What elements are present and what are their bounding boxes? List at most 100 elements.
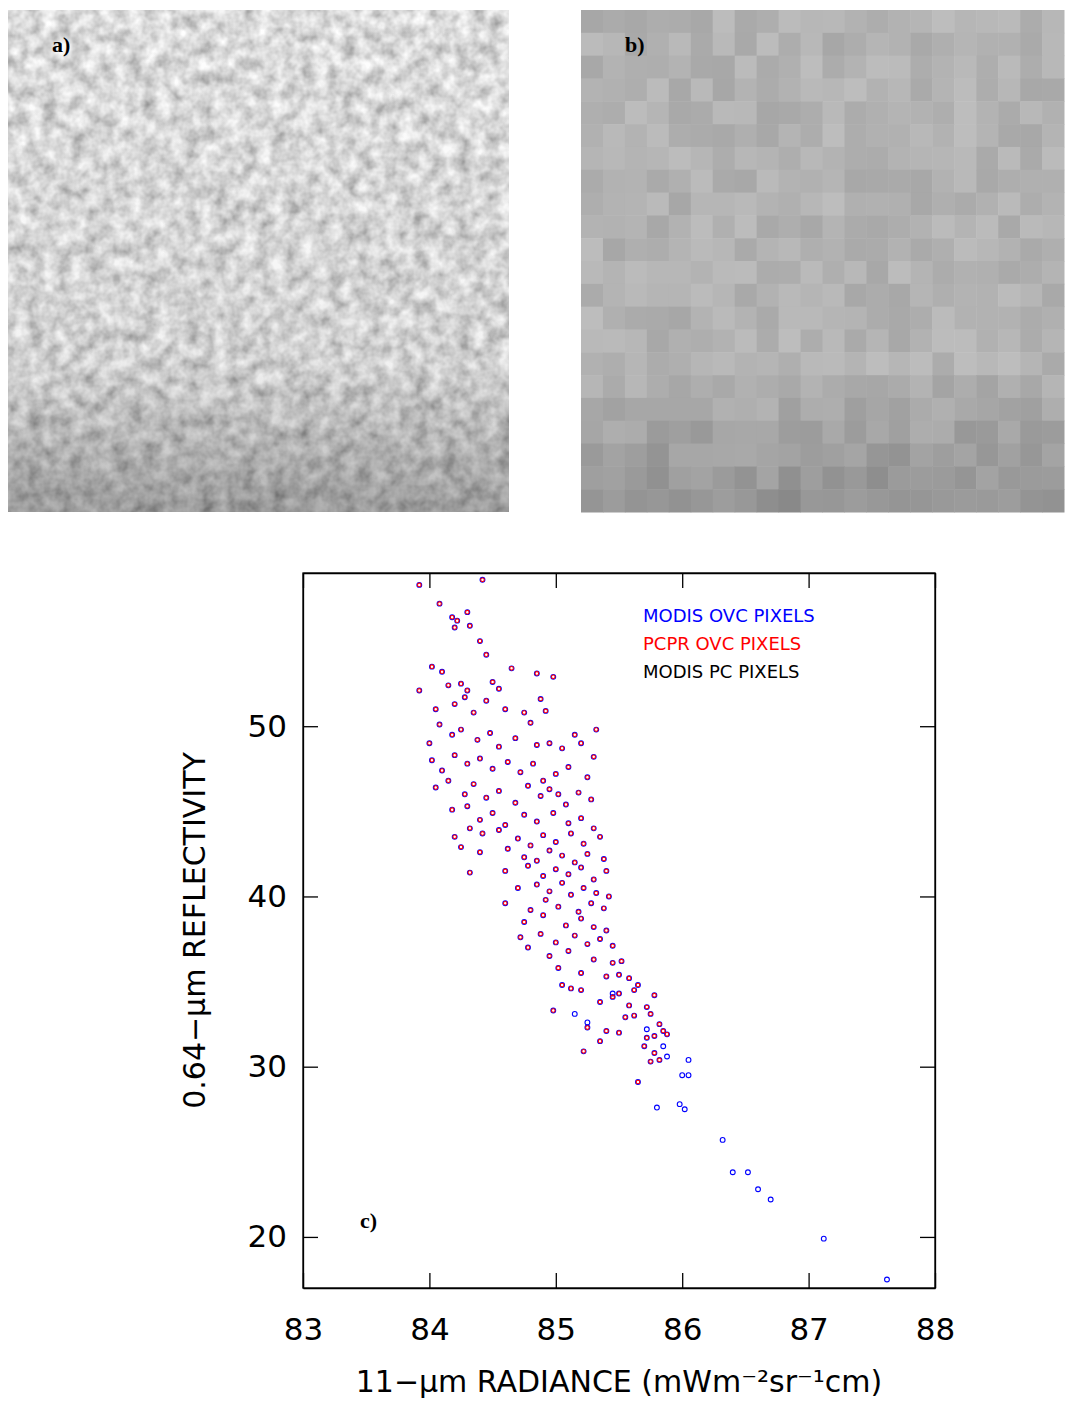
point (768, 1197, 773, 1202)
point (551, 1009, 555, 1013)
point (491, 767, 495, 771)
point (553, 840, 558, 845)
point (586, 942, 590, 946)
image-cell (823, 466, 845, 489)
image-cell (581, 375, 603, 398)
point (427, 741, 432, 746)
point (541, 778, 546, 783)
point (472, 711, 476, 715)
point (526, 864, 530, 868)
point (642, 1044, 646, 1048)
image-cell (779, 33, 801, 56)
image-cell (976, 329, 998, 352)
image-cell (910, 489, 932, 512)
point (534, 858, 539, 863)
image-cell (669, 352, 691, 375)
image-cell (581, 352, 603, 375)
point (657, 1057, 662, 1062)
x-axis-title: 11−μm RADIANCE (mWm⁻²sr⁻¹cm) (356, 1364, 883, 1399)
image-cell (1042, 261, 1064, 284)
image-cell (669, 193, 691, 216)
image-cell (669, 284, 691, 307)
image-cell (954, 352, 976, 375)
tick: 40 (248, 878, 318, 914)
image-cell (735, 238, 757, 261)
image-cell (1042, 444, 1064, 467)
tick-mark (556, 573, 557, 588)
point (535, 820, 539, 824)
point (585, 775, 590, 780)
point (553, 771, 558, 776)
tick (920, 896, 935, 897)
image-cell (801, 466, 823, 489)
point (437, 722, 442, 727)
image-cell (823, 193, 845, 216)
image-cell (691, 352, 713, 375)
point (491, 680, 495, 684)
point (529, 721, 533, 725)
image-cell (735, 375, 757, 398)
point (581, 886, 586, 891)
point (658, 1022, 662, 1026)
image-cell (1042, 10, 1064, 33)
image-cell (888, 398, 910, 421)
image-cell (866, 124, 888, 147)
image-cell (603, 78, 625, 101)
tick-mark (429, 1273, 430, 1288)
point (589, 798, 593, 802)
series (417, 578, 668, 1084)
image-cell (910, 33, 932, 56)
image-cell (823, 10, 845, 33)
image-cell (866, 10, 888, 33)
image-cell (888, 124, 910, 147)
image-cell (757, 215, 779, 238)
image-cell (1020, 170, 1042, 193)
image-cell (581, 444, 603, 467)
image-cell (603, 352, 625, 375)
point (627, 976, 631, 980)
point (586, 1026, 590, 1030)
image-cell (603, 124, 625, 147)
image-cell (910, 238, 932, 261)
tick-mark (303, 726, 318, 727)
image-cell (866, 56, 888, 79)
image-cell (669, 101, 691, 124)
image-cell (844, 284, 866, 307)
image-cell (1020, 215, 1042, 238)
image-cell (713, 215, 735, 238)
image-cell (603, 489, 625, 512)
point (611, 944, 615, 948)
image-cell (625, 147, 647, 170)
point (576, 909, 581, 914)
tick (920, 726, 935, 727)
image-cell (647, 238, 669, 261)
image-cell (757, 170, 779, 193)
image-cell (625, 421, 647, 444)
image-cell (735, 170, 757, 193)
point (541, 779, 545, 783)
image-cell (581, 170, 603, 193)
image-cell (801, 352, 823, 375)
point (468, 624, 472, 628)
point (528, 908, 533, 913)
image-cell (1020, 261, 1042, 284)
point (471, 782, 476, 787)
image-cell (1042, 238, 1064, 261)
point (579, 741, 583, 745)
point (434, 786, 438, 790)
image-cell (888, 466, 910, 489)
image-cell (669, 78, 691, 101)
point (604, 974, 609, 979)
point (560, 983, 564, 987)
point (539, 932, 543, 936)
tick-mark (682, 573, 683, 588)
image-cell (976, 489, 998, 512)
image-cell (888, 307, 910, 330)
point (551, 675, 555, 679)
image-cell (757, 193, 779, 216)
image-cell (1042, 421, 1064, 444)
point (556, 904, 561, 909)
image-cell (625, 489, 647, 512)
image-cell (954, 261, 976, 284)
point (592, 755, 596, 759)
